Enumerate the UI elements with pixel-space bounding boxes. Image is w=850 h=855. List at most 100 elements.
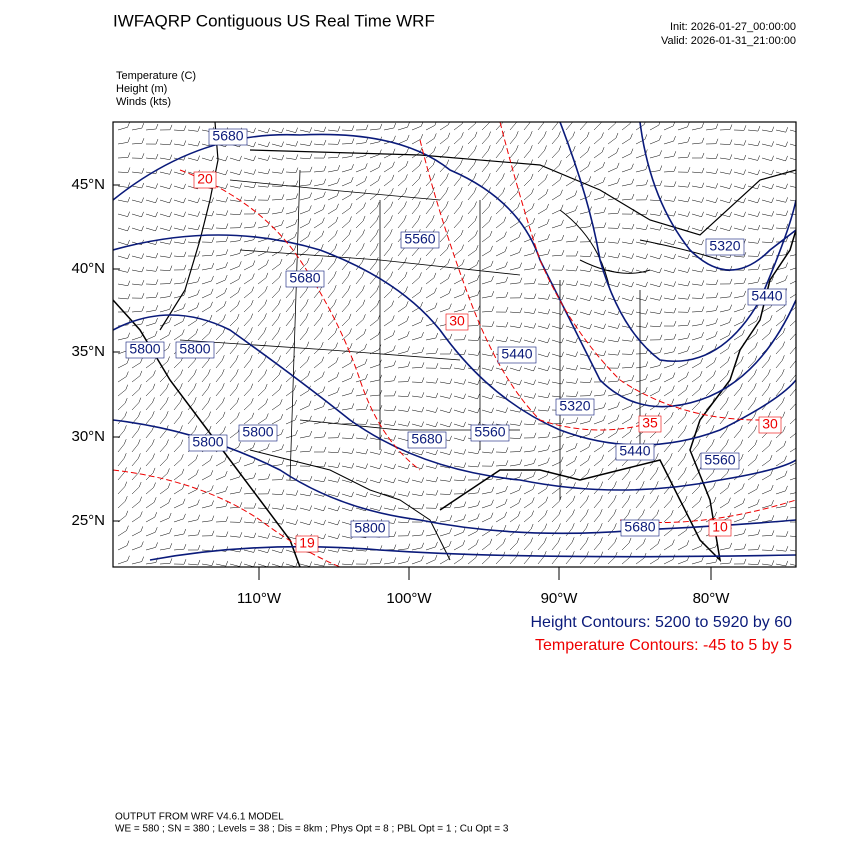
wind-barb (481, 201, 492, 215)
wind-barb (201, 455, 213, 467)
wind-barb (243, 260, 256, 271)
wind-barb (481, 552, 492, 565)
wind-barb (397, 391, 411, 397)
wind-barb (495, 291, 509, 299)
wind-barb (593, 363, 607, 370)
wind-barb (383, 148, 396, 159)
wind-barb (551, 469, 563, 481)
wind-barb (551, 496, 562, 509)
wind-barb (467, 393, 480, 400)
wind-barb (677, 467, 687, 481)
wind-barb (453, 215, 463, 229)
wind-barb (439, 187, 449, 201)
wind-barb (173, 183, 186, 190)
wind-barb (691, 496, 702, 509)
wind-barb (551, 378, 565, 385)
wind-barb (397, 477, 410, 484)
wind-barb (775, 275, 788, 285)
wind-barb (677, 540, 690, 551)
wind-barb (355, 328, 367, 341)
wind-barb (383, 135, 396, 145)
wind-barb (215, 274, 228, 285)
contour-label-box (705, 238, 745, 256)
wind-barb (173, 483, 185, 495)
wind-barb (663, 281, 676, 287)
wind-barb (635, 309, 648, 315)
wind-barb (467, 259, 479, 271)
wind-barb (635, 481, 645, 495)
wind-barb (467, 335, 481, 341)
wind-barb (257, 503, 271, 510)
wind-barb (271, 489, 285, 495)
wind-barb (607, 238, 621, 244)
wind-barb (369, 136, 382, 145)
wind-barb (453, 379, 466, 385)
wind-barb (649, 135, 662, 145)
contour-label-box (747, 288, 787, 306)
wind-barb (271, 384, 282, 397)
wind-barb (621, 122, 631, 131)
wind-barb (369, 389, 383, 397)
wind-barb (411, 347, 425, 355)
wind-barb (467, 487, 481, 495)
wind-barb (215, 169, 228, 176)
wind-barb (355, 343, 367, 355)
wind-barb (285, 299, 295, 313)
wind-barb (747, 264, 761, 271)
field-label: Height (m) (116, 83, 167, 95)
wind-barb (117, 167, 131, 173)
wind-barb (551, 234, 565, 243)
wind-barb (523, 419, 537, 426)
wind-barb (229, 369, 239, 383)
wind-barb (691, 137, 705, 145)
wind-barb (383, 435, 396, 441)
wind-barb (341, 373, 354, 383)
wind-barb (299, 299, 309, 313)
wind-barb (257, 141, 270, 148)
wind-barb (733, 356, 744, 369)
wind-barb (775, 383, 785, 397)
wind-barb (201, 197, 214, 203)
wind-barb (691, 556, 704, 565)
wind-barb (425, 332, 439, 341)
map-content: 5680 5560 5320 5440 5680 5800 5800 5440 5320 5680… (113, 122, 796, 567)
wind-barb (369, 162, 382, 173)
wind-barb (481, 538, 493, 551)
wind-barb (397, 406, 411, 412)
wind-barb (453, 488, 467, 495)
wind-barb (705, 292, 719, 299)
wind-barb (257, 299, 268, 313)
wind-barb (789, 549, 796, 552)
wind-barb (789, 462, 796, 467)
wind-barb (145, 411, 155, 425)
wind-barb (187, 469, 199, 481)
wind-barb (243, 341, 253, 355)
contour-label-box (470, 424, 510, 442)
wind-barb (677, 294, 691, 300)
wind-barb (775, 314, 786, 327)
wind-barb (607, 481, 617, 495)
wind-barb (145, 512, 157, 523)
wind-barb (579, 281, 592, 287)
wind-barb (509, 379, 522, 386)
wind-barb (355, 314, 366, 327)
wind-barb (187, 369, 197, 383)
wind-barb (761, 183, 774, 190)
wind-barb (383, 285, 394, 299)
wind-barb (677, 510, 688, 523)
wind-barb (341, 418, 355, 425)
wind-barb (117, 384, 129, 397)
wind-barb (117, 439, 127, 453)
wind-barb (425, 476, 439, 483)
wind-barb (579, 161, 591, 173)
wind-barb (131, 239, 144, 246)
wind-barb (733, 513, 746, 523)
contour-label-box (615, 443, 655, 461)
wind-barb (439, 407, 452, 414)
wind-barb (243, 547, 256, 553)
wind-barb (159, 512, 172, 523)
wind-barb (649, 509, 660, 523)
wind-barb (593, 281, 606, 287)
wind-barb (383, 449, 396, 456)
wind-barb (173, 169, 186, 175)
